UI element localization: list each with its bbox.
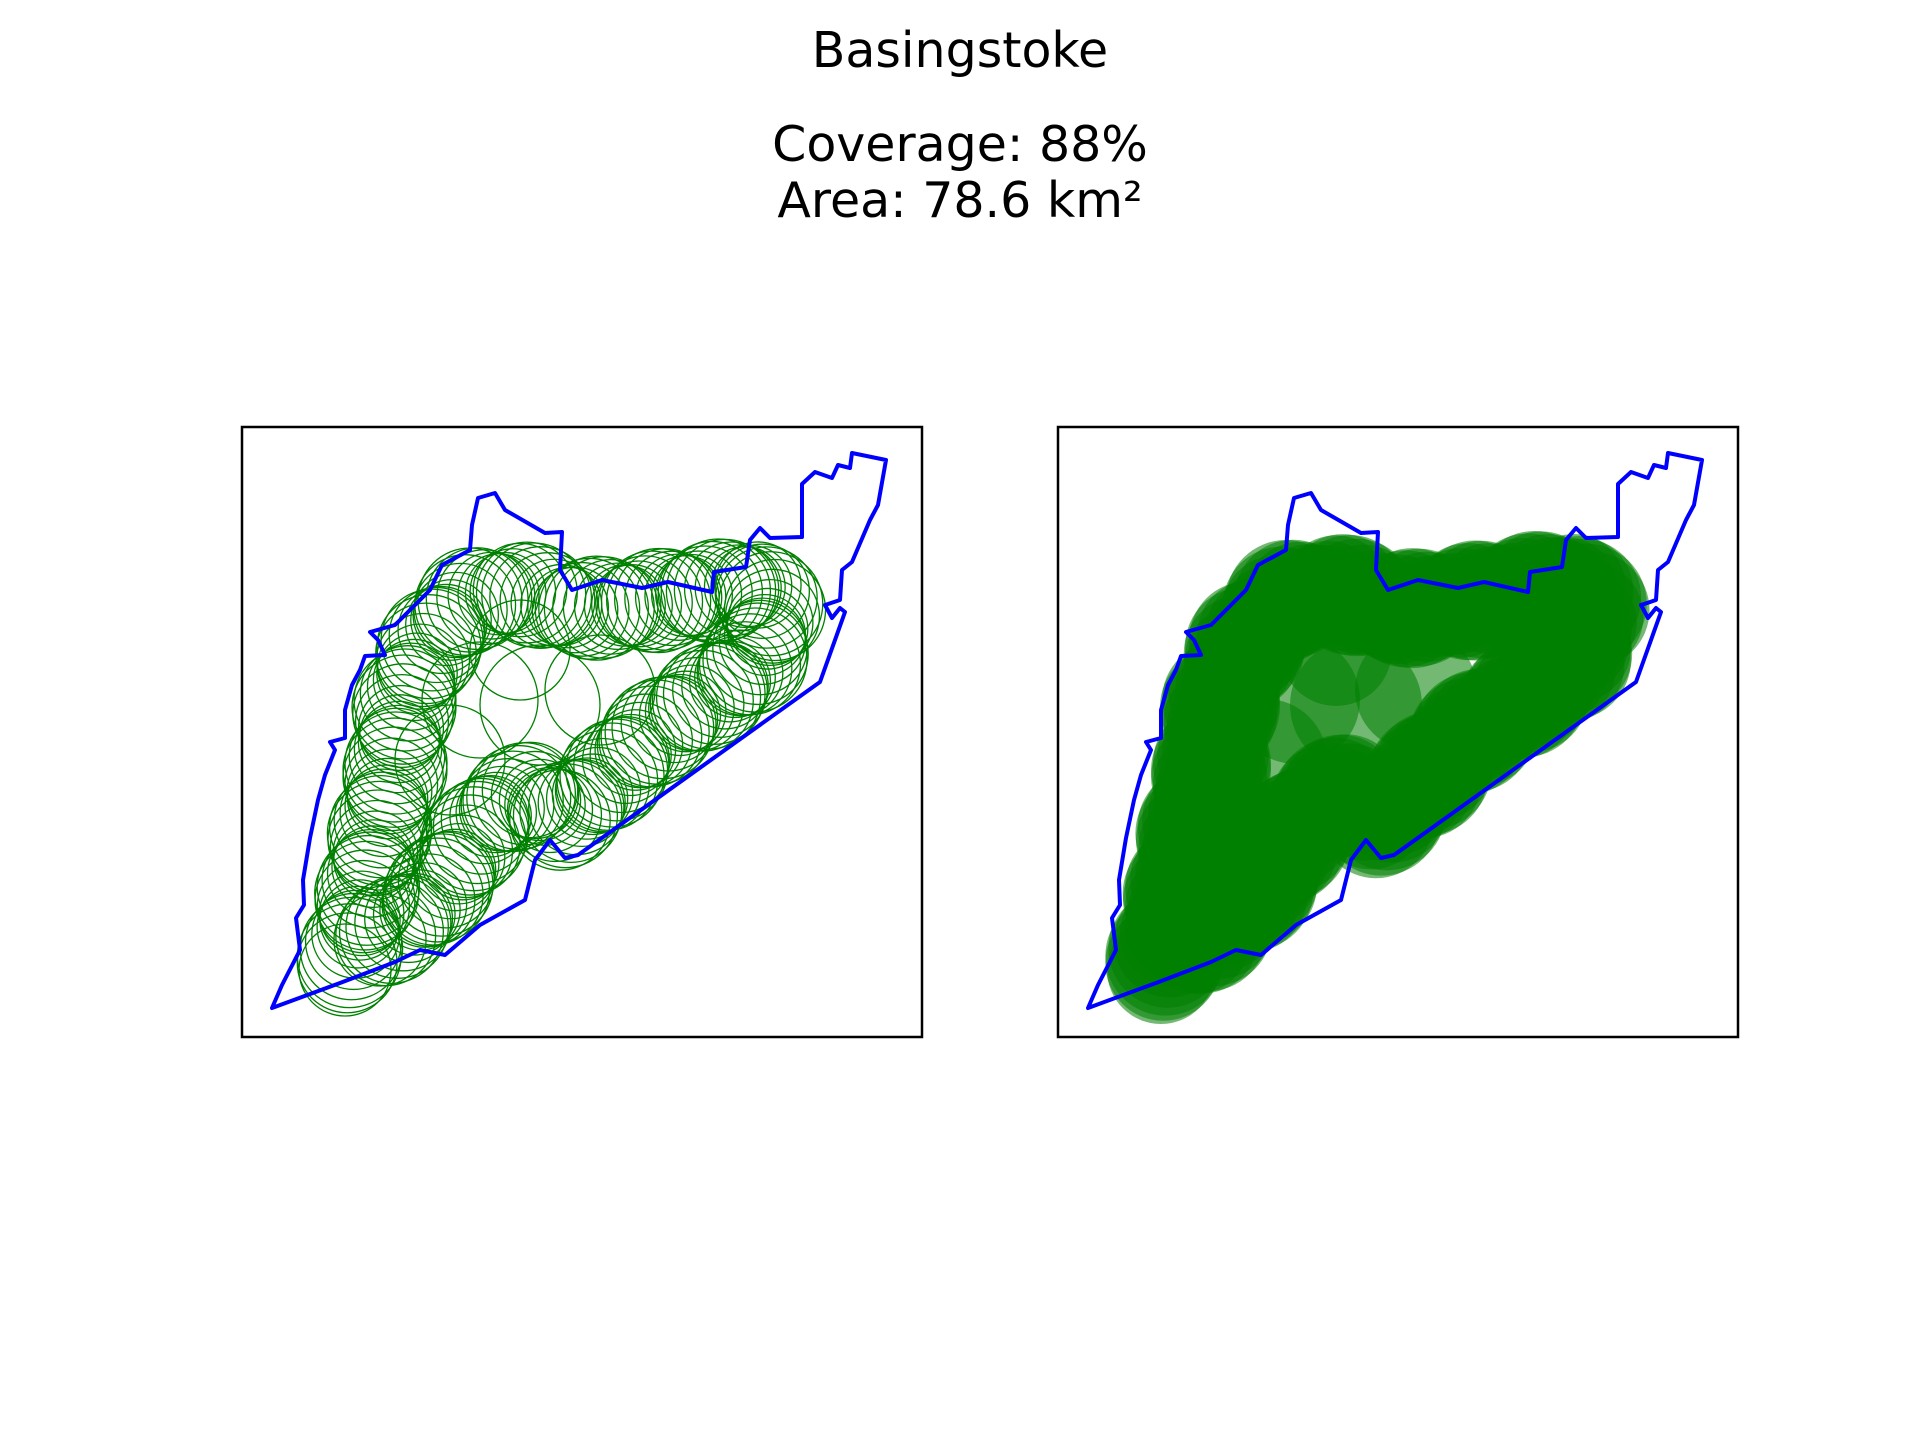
coverage-circle xyxy=(390,833,494,937)
axes-frame xyxy=(1056,425,1740,1039)
coverage-circle xyxy=(335,885,437,987)
coverage-circle xyxy=(338,878,444,984)
coverage-circle xyxy=(714,543,811,640)
coverage-circle xyxy=(419,814,506,901)
coverage-circle xyxy=(499,552,596,648)
coverage-circle xyxy=(345,875,449,979)
coverage-circle xyxy=(507,767,603,863)
axes-frame xyxy=(240,425,924,1039)
coverage-circle xyxy=(654,550,743,638)
coverage-circle xyxy=(481,741,579,839)
coverage-circle xyxy=(726,587,809,670)
coverage-circle xyxy=(552,556,655,659)
coverage-circle xyxy=(328,774,433,879)
coverage-circle xyxy=(455,771,538,854)
area-label: Area: 78.6 km² xyxy=(777,172,1143,229)
coverage-circle xyxy=(357,684,445,772)
district-boundary xyxy=(270,451,888,1010)
coverage-circle xyxy=(718,551,824,657)
coverage-circle xyxy=(1280,594,1392,706)
coverage-circle xyxy=(333,893,427,987)
coverage-circle xyxy=(597,555,693,651)
coverage-circle xyxy=(1205,699,1327,821)
coverage-circle xyxy=(436,549,533,646)
coverage-circle xyxy=(559,722,665,828)
coverage-circle xyxy=(594,709,677,791)
coverage-circle xyxy=(573,562,662,651)
coverage-circle xyxy=(421,641,539,759)
coverage-circle xyxy=(589,713,672,797)
coverage-circle xyxy=(479,644,601,766)
coverage-circle xyxy=(509,769,611,871)
coverage-circle xyxy=(359,645,457,742)
coverage-circle xyxy=(304,892,403,991)
coverage-circle xyxy=(715,546,818,649)
right-panel xyxy=(1056,425,1740,1039)
chart-title: Basingstoke xyxy=(811,22,1109,79)
coverage-circle xyxy=(413,562,508,658)
coverage-circle xyxy=(344,711,448,815)
coverage-circle xyxy=(606,547,712,654)
coverage-circle xyxy=(489,546,593,649)
coverage-circle xyxy=(425,547,529,651)
coverage-circle xyxy=(354,673,450,769)
coverage-circle xyxy=(381,862,468,948)
coverage-circle xyxy=(353,704,443,794)
coverage-circle xyxy=(595,560,683,648)
coverage-circle xyxy=(545,757,629,840)
coverage-circle xyxy=(519,759,623,864)
coverage-circle xyxy=(544,634,656,746)
coverage-circle xyxy=(534,561,630,657)
coverage-circle xyxy=(469,599,571,701)
coverage-circle xyxy=(333,771,431,869)
coverage-circle xyxy=(394,704,506,816)
coverage-circle xyxy=(425,780,530,885)
coverage-circles-filled xyxy=(1105,531,1650,1024)
coverage-circle xyxy=(353,648,457,752)
coverage-circle xyxy=(458,765,545,852)
coverage-label: Coverage: 88% xyxy=(772,116,1148,173)
coverage-circles-outline xyxy=(296,538,827,1017)
coverage-circle xyxy=(412,571,500,659)
coverage-circle xyxy=(649,656,745,752)
left-panel xyxy=(240,425,924,1039)
coverage-circle xyxy=(634,553,723,641)
coverage-circle xyxy=(490,750,580,840)
coverage-circle xyxy=(397,585,486,675)
coverage-circle xyxy=(372,638,456,722)
coverage-circle xyxy=(351,654,457,760)
coverage-circle xyxy=(531,566,619,654)
coverage-circle xyxy=(372,872,456,956)
coverage-circle xyxy=(354,874,452,972)
district-boundary xyxy=(1086,451,1704,1010)
coverage-circle xyxy=(718,597,807,686)
coverage-circle xyxy=(316,834,421,939)
coverage-circle xyxy=(706,602,809,706)
coverage-circle xyxy=(543,555,650,661)
coverage-circle xyxy=(1141,885,1251,995)
